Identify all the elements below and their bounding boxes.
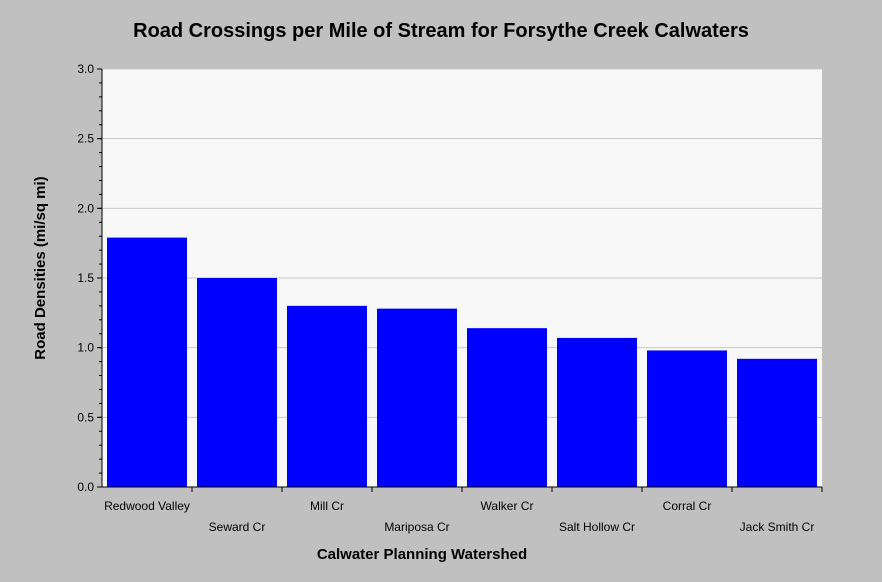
bar	[737, 358, 817, 487]
bar	[377, 308, 457, 487]
bar	[467, 328, 547, 487]
x-tick-label: Corral Cr	[663, 499, 712, 513]
y-tick-label: 1.0	[77, 341, 94, 355]
x-tick-label: Mill Cr	[310, 499, 344, 513]
x-tick-label: Mariposa Cr	[384, 520, 449, 534]
y-tick-label: 0.5	[77, 410, 94, 424]
y-tick-label: 2.5	[77, 132, 94, 146]
bar	[107, 237, 187, 487]
x-tick-labels: Redwood Valley Seward Cr Mill Cr Mariposa C…	[104, 499, 814, 534]
y-tick-labels: 0.0 0.5 1.0 1.5 2.0 2.5 3.0	[77, 62, 94, 494]
x-tick-label: Seward Cr	[209, 520, 266, 534]
x-tick-label: Redwood Valley	[104, 499, 190, 513]
y-tick-label: 0.0	[77, 480, 94, 494]
chart-title: Road Crossings per Mile of Stream for Fo…	[133, 20, 749, 42]
x-axis-title: Calwater Planning Watershed	[317, 546, 527, 563]
y-tick-label: 2.0	[77, 201, 94, 215]
x-tick-label: Walker Cr	[481, 499, 534, 513]
bar	[647, 350, 727, 487]
x-tick-label: Jack Smith Cr	[740, 520, 815, 534]
y-tick-label: 1.5	[77, 271, 94, 285]
bars	[107, 237, 817, 487]
bar	[557, 337, 637, 487]
axes	[97, 68, 823, 492]
bar	[197, 278, 277, 487]
y-tick-label: 3.0	[77, 62, 94, 76]
y-axis-title: Road Densities (mi/sq mi)	[32, 176, 49, 359]
bar	[287, 305, 367, 487]
x-tick-label: Salt Hollow Cr	[559, 520, 635, 534]
